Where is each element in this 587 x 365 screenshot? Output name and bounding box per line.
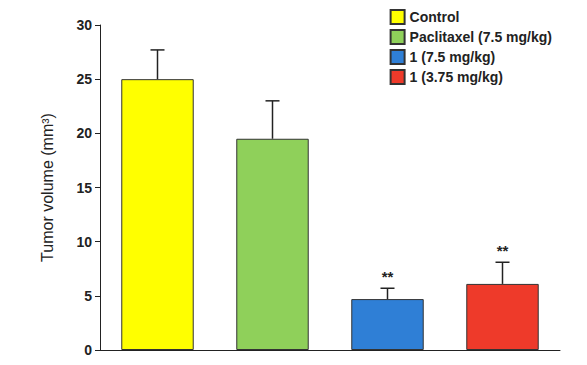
svg-text:0: 0 — [84, 342, 92, 358]
svg-text:5: 5 — [84, 288, 92, 304]
svg-text:10: 10 — [76, 234, 92, 250]
svg-text:15: 15 — [76, 180, 92, 196]
svg-text:**: ** — [382, 268, 394, 285]
svg-text:1 (3.75 mg/kg): 1 (3.75 mg/kg) — [410, 69, 503, 85]
svg-text:30: 30 — [76, 17, 92, 33]
svg-text:**: ** — [497, 242, 509, 259]
svg-text:Control: Control — [410, 9, 460, 25]
svg-text:Tumor volume (mm³): Tumor volume (mm³) — [39, 113, 56, 262]
svg-text:25: 25 — [76, 71, 92, 87]
svg-text:1 (7.5 mg/kg): 1 (7.5 mg/kg) — [410, 49, 496, 65]
svg-text:20: 20 — [76, 125, 92, 141]
svg-text:Paclitaxel (7.5 mg/kg): Paclitaxel (7.5 mg/kg) — [410, 29, 552, 45]
